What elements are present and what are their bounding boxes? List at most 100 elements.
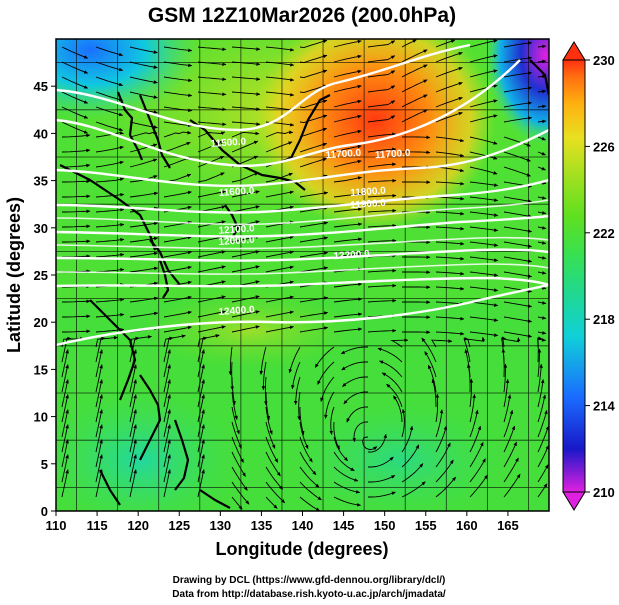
streamline — [367, 162, 397, 168]
streamline — [299, 296, 329, 303]
streamline — [367, 100, 396, 108]
streamline — [163, 76, 193, 83]
streamline — [265, 61, 295, 67]
streamline — [435, 151, 465, 158]
streamline — [95, 145, 124, 153]
streamline — [129, 424, 137, 453]
streamline — [62, 209, 91, 214]
streamline — [197, 172, 225, 183]
map-area: 11500.0 11700.0 11700.0 11600.0 11800.011900… — [56, 39, 549, 511]
streamline — [231, 190, 260, 198]
streamline — [62, 194, 91, 199]
streamline — [197, 439, 205, 468]
streamline — [503, 316, 533, 323]
streamline — [299, 436, 313, 463]
contour-label: 11500.0 — [210, 136, 247, 149]
streamline — [367, 40, 396, 48]
streamline — [265, 421, 276, 449]
streamline — [129, 336, 140, 363]
streamline — [362, 436, 378, 451]
streamline — [299, 54, 328, 64]
streamline — [299, 496, 320, 511]
streamline — [333, 207, 363, 213]
credit-drawing: Drawing by DCL (https://www.gfd-dennou.o… — [173, 575, 446, 586]
streamline — [435, 136, 465, 143]
streamline — [503, 425, 516, 453]
streamline — [61, 424, 69, 453]
contour-line — [56, 199, 549, 226]
streamline — [502, 337, 521, 348]
streamline — [61, 454, 69, 483]
streamline — [503, 473, 521, 498]
streamline — [95, 336, 106, 363]
streamline — [299, 251, 329, 258]
streamline — [293, 376, 301, 406]
streamline — [95, 222, 125, 228]
streamline — [95, 192, 125, 198]
streamline — [197, 379, 205, 408]
streamline — [379, 360, 403, 378]
streamline — [431, 339, 453, 348]
streamline — [367, 178, 397, 183]
streamline — [329, 406, 335, 436]
streamline — [393, 395, 403, 423]
y-tick-label: 20 — [34, 315, 48, 330]
coast-borneo — [99, 469, 121, 506]
streamline — [317, 361, 335, 385]
y-tick-label: 35 — [34, 174, 48, 189]
streamline — [367, 268, 397, 273]
streamline — [265, 295, 294, 303]
streamline — [129, 349, 137, 378]
streamline — [537, 104, 547, 109]
coast-celebes — [199, 489, 231, 509]
streamline — [367, 208, 397, 213]
streamline — [163, 469, 171, 498]
streamline — [333, 144, 362, 153]
streamline — [367, 223, 397, 228]
x-tick-label: 150 — [374, 518, 396, 533]
streamline — [197, 76, 227, 82]
streamline — [265, 250, 294, 258]
streamline — [503, 56, 533, 63]
streamline — [163, 364, 171, 393]
contour-label: 11600.0 — [218, 186, 255, 199]
streamline — [95, 207, 125, 213]
contour-line — [56, 43, 471, 132]
streamline — [503, 226, 533, 233]
streamline — [469, 69, 498, 78]
streamline — [163, 265, 192, 273]
streamline — [469, 409, 479, 438]
streamline — [435, 241, 465, 246]
streamline — [163, 106, 193, 113]
contour-line — [56, 283, 549, 347]
streamline — [333, 69, 362, 78]
streamline — [537, 316, 547, 320]
streamline — [95, 121, 124, 132]
streamline — [61, 76, 89, 89]
streamline — [503, 331, 533, 338]
streamline — [163, 250, 192, 258]
contour-label: 12000.0 — [218, 235, 255, 249]
streamline — [129, 130, 158, 138]
streamline — [197, 140, 225, 153]
streamline — [537, 256, 547, 260]
streamline — [320, 376, 335, 402]
y-tick-label: 30 — [34, 221, 48, 236]
streamline — [163, 424, 171, 453]
streamline — [129, 91, 158, 99]
x-tick-label: 160 — [456, 518, 478, 533]
streamline — [467, 336, 486, 348]
streamline — [163, 46, 193, 53]
streamline — [367, 238, 397, 243]
streamline — [342, 376, 368, 387]
streamline — [333, 99, 362, 108]
streamline — [469, 425, 482, 453]
streamline — [469, 331, 499, 337]
streamline — [469, 226, 499, 232]
y-tick-label: 10 — [34, 410, 48, 425]
streamline — [386, 383, 403, 408]
streamline — [61, 364, 69, 393]
streamline — [435, 111, 463, 123]
streamline — [367, 55, 396, 63]
streamline — [537, 151, 546, 156]
